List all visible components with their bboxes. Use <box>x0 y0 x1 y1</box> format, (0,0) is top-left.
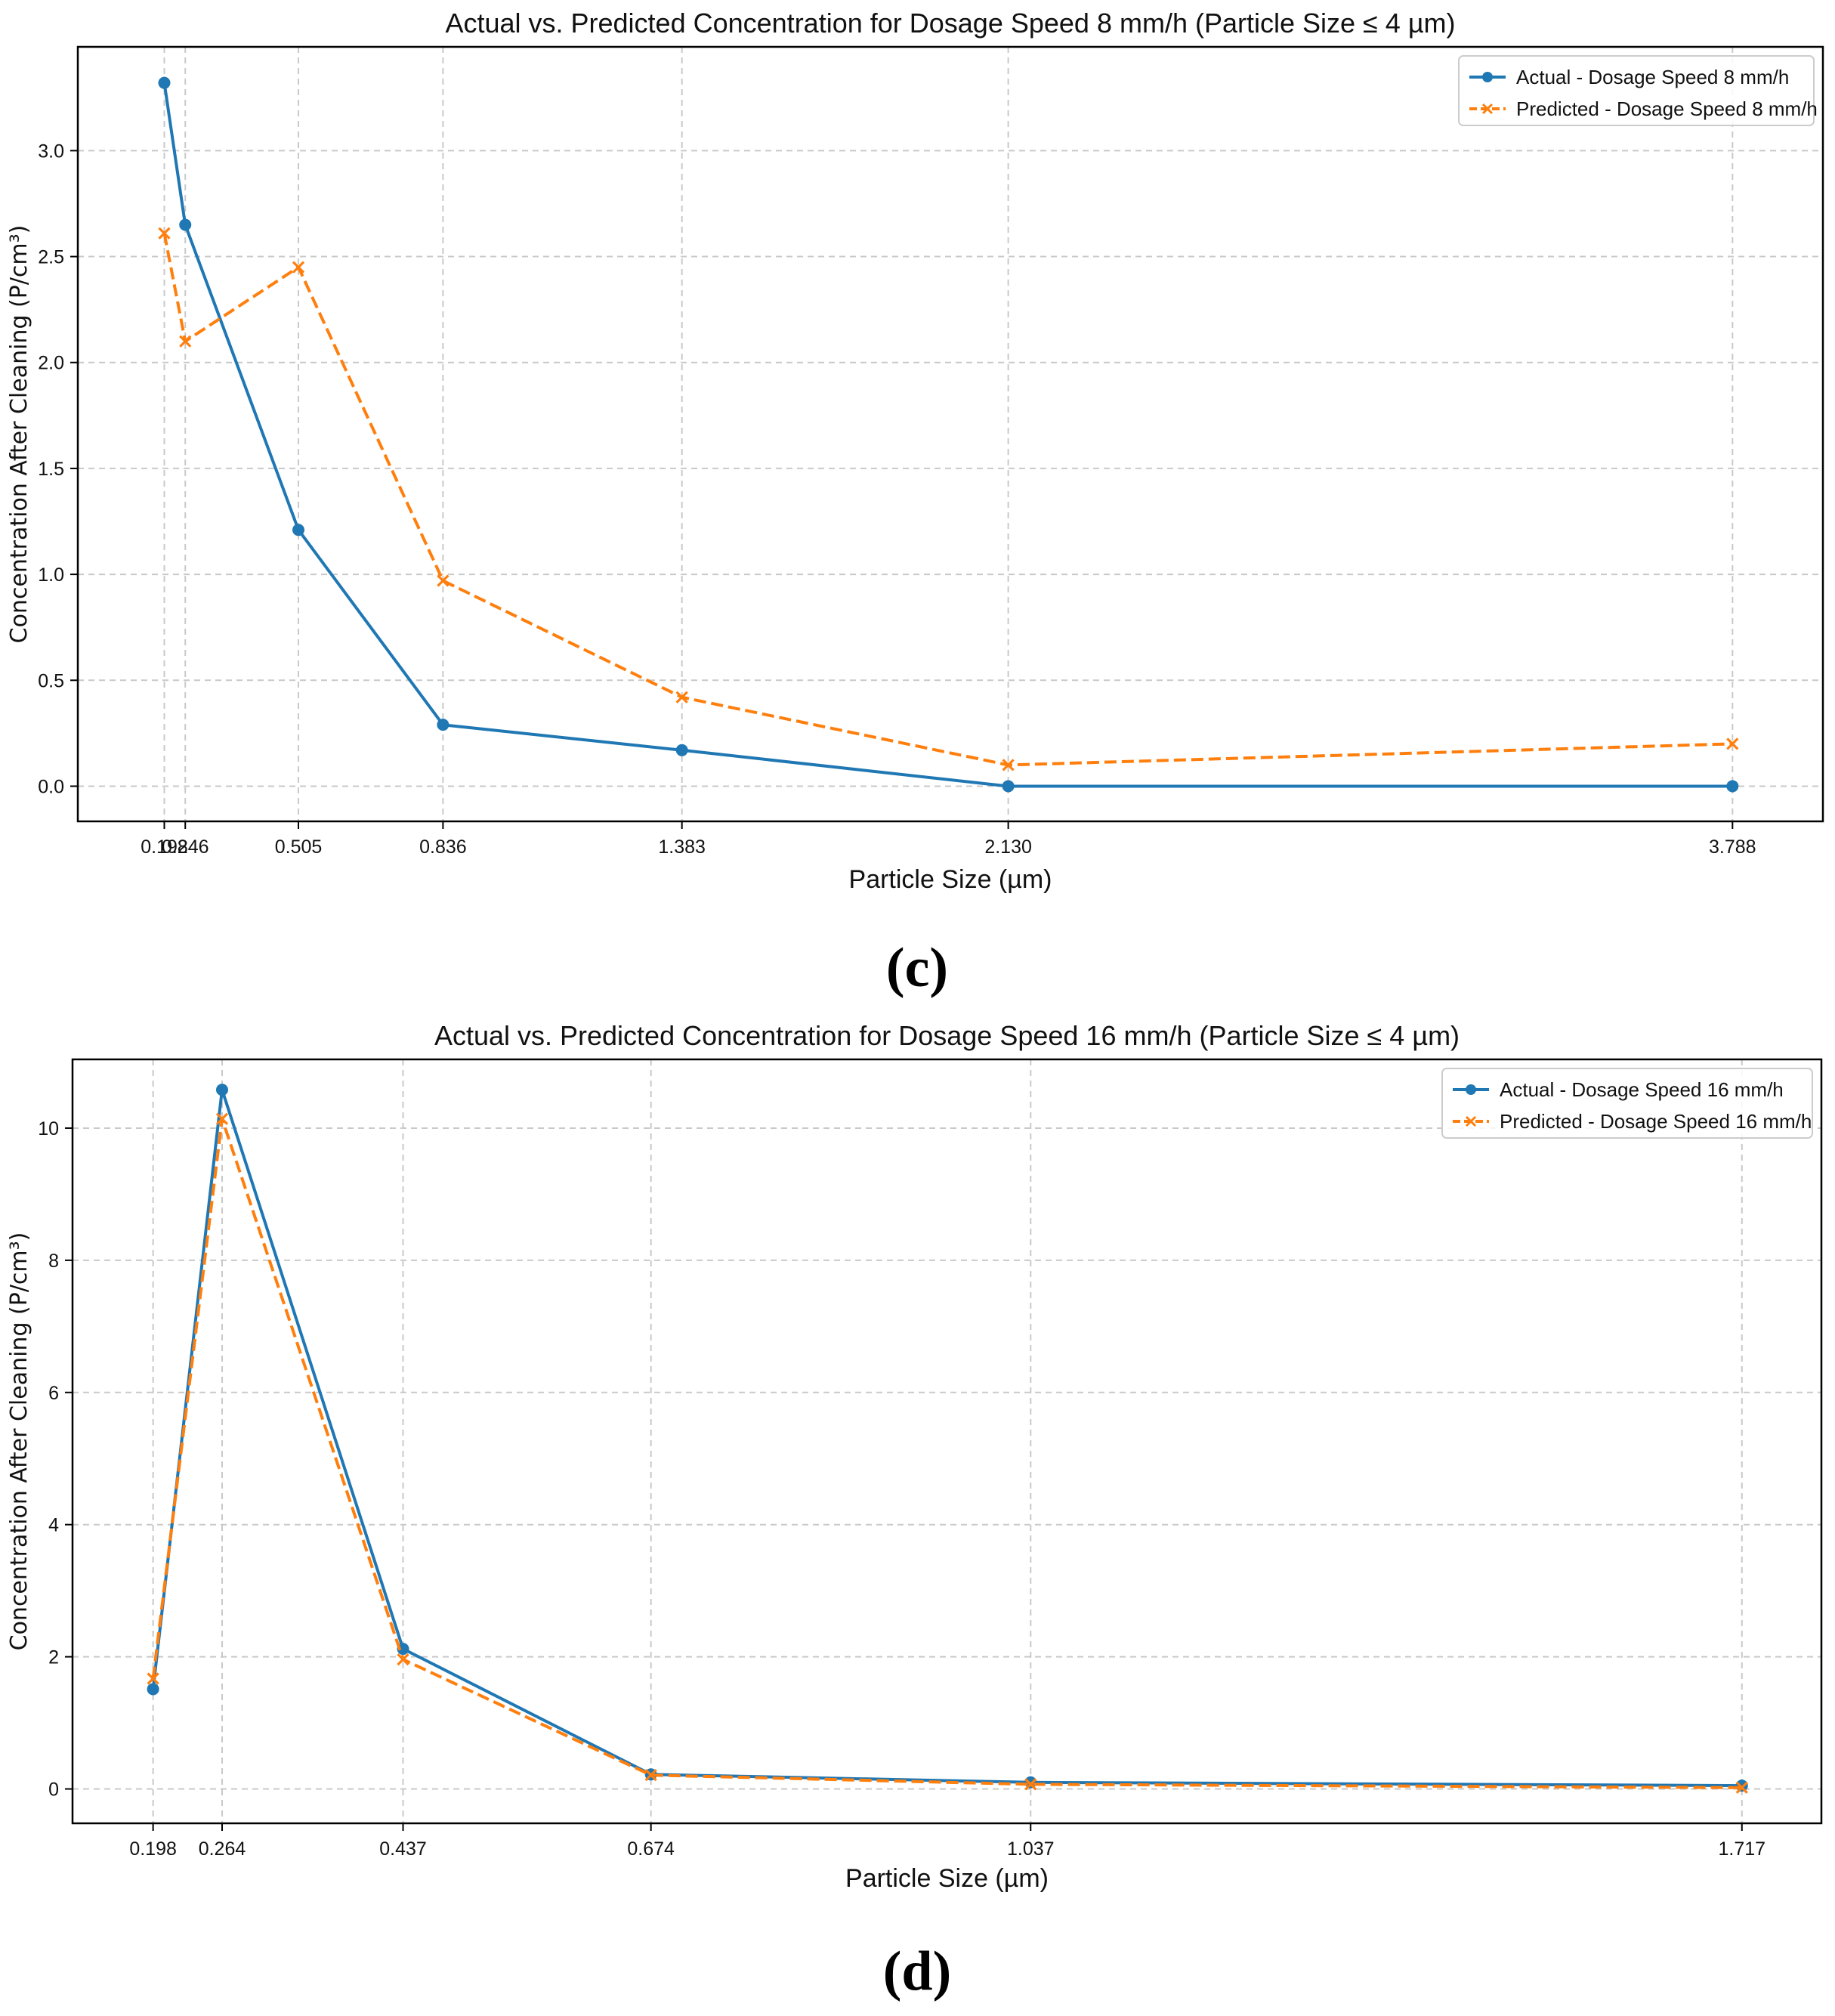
data-point-predicted <box>158 227 171 240</box>
x-tick-label: 0.836 <box>419 836 467 858</box>
x-tick-label: 0.198 <box>141 836 188 858</box>
chart-title: Actual vs. Predicted Concentration for D… <box>445 8 1455 39</box>
chart-panel-c: Actual vs. Predicted Concentration for D… <box>6 8 1824 999</box>
legend-label: Predicted - Dosage Speed 16 mm/h <box>1500 1110 1812 1133</box>
data-point-actual <box>292 524 305 536</box>
data-point-predicted <box>1024 1778 1037 1791</box>
y-tick-label: 1.0 <box>38 564 64 586</box>
data-point-actual <box>1024 1776 1037 1789</box>
plot-frame <box>71 1058 1823 1825</box>
y-tick-label: 8 <box>48 1251 59 1272</box>
data-point-predicted <box>644 1769 657 1782</box>
panel-caption: (d) <box>883 1940 951 2002</box>
legend-key-marker <box>1466 1084 1476 1095</box>
y-tick-label: 10 <box>38 1118 59 1139</box>
data-point-predicted <box>147 1672 159 1685</box>
data-point-actual <box>179 218 192 231</box>
legend-label: Predicted - Dosage Speed 8 mm/h <box>1516 97 1818 120</box>
chart-title: Actual vs. Predicted Concentration for D… <box>434 1020 1460 1051</box>
legend-box <box>1458 55 1815 126</box>
y-axis-label: Concentration After Cleaning (P/cm³) <box>6 1232 32 1651</box>
panel-caption: (c) <box>886 937 948 999</box>
data-point-predicted <box>675 691 688 703</box>
data-point-predicted <box>1726 737 1739 750</box>
x-tick-label: 0.674 <box>627 1838 675 1860</box>
y-tick-label: 0 <box>48 1779 59 1801</box>
chart-panel-d: Actual vs. Predicted Concentration for D… <box>6 1020 1823 2002</box>
legend-key-marker <box>1482 72 1493 82</box>
data-point-actual <box>147 1683 159 1696</box>
data-point-predicted <box>179 335 192 348</box>
x-axis-label: Particle Size (µm) <box>845 1864 1049 1893</box>
x-tick-label: 2.130 <box>984 836 1032 858</box>
x-tick-label: 1.717 <box>1718 1838 1765 1860</box>
plot-area <box>158 76 1739 793</box>
data-point-predicted <box>292 261 305 274</box>
legend: Actual - Dosage Speed 8 mm/h Predicted - … <box>1458 55 1818 126</box>
y-tick-label: 2.5 <box>38 247 64 268</box>
x-tick-label: 1.037 <box>1007 1838 1055 1860</box>
series-line-predicted <box>151 1117 1742 1789</box>
y-tick-label: 6 <box>48 1383 59 1404</box>
legend-key-marker <box>1481 103 1494 115</box>
x-tick-label: 0.246 <box>162 836 209 858</box>
plot-frame <box>76 45 1824 823</box>
y-tick-label: 2.0 <box>38 353 64 374</box>
y-tick-label: 0.5 <box>38 670 64 691</box>
data-point-predicted <box>1002 759 1015 771</box>
data-point-predicted <box>215 1112 229 1125</box>
legend: Actual - Dosage Speed 16 mm/h Predicted -… <box>1441 1068 1813 1139</box>
x-axis-label: Particle Size (µm) <box>849 865 1052 894</box>
series-line-actual <box>151 1088 1742 1788</box>
data-point-actual <box>1002 780 1015 793</box>
series-line-predicted <box>162 233 1733 767</box>
legend-label: Actual - Dosage Speed 8 mm/h <box>1516 66 1789 88</box>
y-tick-label: 2 <box>48 1647 59 1668</box>
x-tick-label: 3.788 <box>1709 836 1756 858</box>
y-tick-label: 0.0 <box>38 776 64 797</box>
legend-label: Actual - Dosage Speed 16 mm/h <box>1500 1078 1784 1101</box>
x-tick-label: 1.383 <box>658 836 706 858</box>
data-point-actual <box>215 1084 228 1096</box>
plot-area <box>147 1084 1748 1794</box>
legend-key-marker <box>1465 1115 1477 1127</box>
data-point-actual <box>437 719 449 731</box>
legend-box <box>1441 1068 1813 1139</box>
data-point-predicted <box>397 1653 409 1666</box>
data-point-actual <box>1726 780 1739 793</box>
y-tick-label: 3.0 <box>38 141 64 162</box>
data-point-actual <box>675 744 688 756</box>
data-point-predicted <box>1735 1781 1748 1794</box>
x-tick-label: 0.505 <box>275 836 323 858</box>
data-point-actual <box>1735 1779 1748 1792</box>
y-tick-label: 1.5 <box>38 459 64 480</box>
y-axis-label: Concentration After Cleaning (P/cm³) <box>6 225 32 644</box>
x-tick-label: 0.437 <box>379 1838 427 1860</box>
data-point-predicted <box>437 574 449 587</box>
x-tick-label: 0.264 <box>199 1838 246 1860</box>
x-tick-label: 0.198 <box>129 1838 177 1860</box>
y-tick-label: 4 <box>48 1515 59 1536</box>
data-point-actual <box>158 76 171 89</box>
